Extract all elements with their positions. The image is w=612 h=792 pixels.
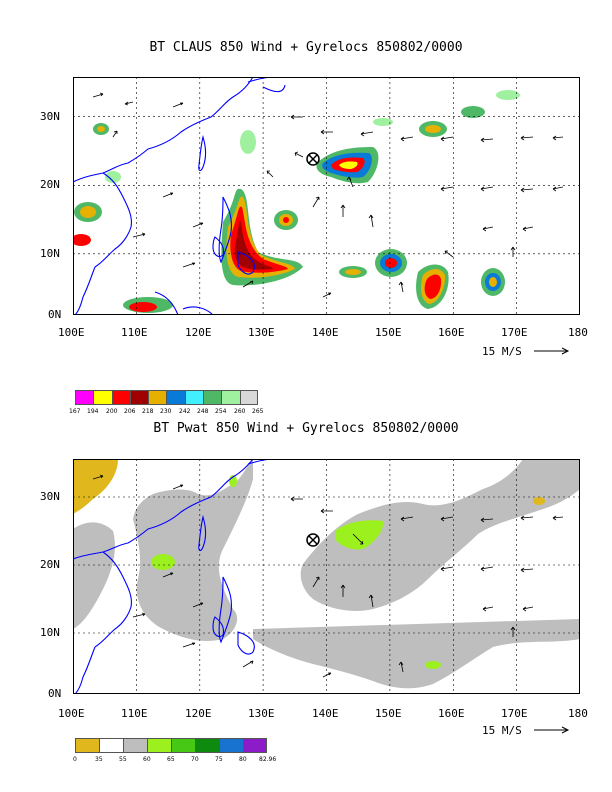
map2-colorbar-swatch: [99, 738, 123, 753]
map1-colorbar-swatch: [129, 390, 149, 405]
map2-plot: [73, 459, 580, 694]
map2-coastlines: [73, 459, 274, 694]
colorbar-label: 260: [234, 408, 246, 415]
colorbar-label: 60: [143, 756, 151, 763]
map1-lon-130e: 130E: [248, 326, 275, 339]
map2-colorbar-swatch: [147, 738, 171, 753]
colorbar-label: 80: [239, 756, 247, 763]
map2-colorbar-swatch: [195, 738, 219, 753]
colorbar-label: 75: [215, 756, 223, 763]
map1-lat-0n: 0N: [48, 308, 62, 321]
map2-colorbar-swatch: [171, 738, 195, 753]
map1-lon-150e: 150E: [375, 326, 402, 339]
map1-colorbar-swatch: [111, 390, 130, 405]
map2-colorbar: [75, 738, 267, 753]
map1-colorbar-swatch: [184, 390, 204, 405]
map1-lat-20n: 20N: [40, 178, 60, 191]
map2-lon-110e: 110E: [121, 707, 148, 720]
map2-gyre-marker: [306, 533, 320, 547]
map2-lat-10n: 10N: [40, 626, 60, 639]
map2-colorbar-swatch: [219, 738, 243, 753]
map2-lon-160e: 160E: [438, 707, 465, 720]
map2-moisture-shading: [73, 459, 580, 689]
colorbar-label: 206: [124, 408, 136, 415]
colorbar-label: 265: [252, 408, 264, 415]
colorbar-label: 248: [197, 408, 209, 415]
map1-lon-110e: 110E: [121, 326, 148, 339]
map1-vector-label: 15 M/S: [482, 345, 522, 358]
map1-coastlines: [73, 77, 286, 315]
map2-lon-100e: 100E: [58, 707, 85, 720]
map2-wind-vectors: [92, 474, 564, 678]
map2-lat-30n: 30N: [40, 490, 60, 503]
map2-colorbar-swatch: [75, 738, 99, 753]
map1-lon-140e: 140E: [312, 326, 339, 339]
map2-lon-140e: 140E: [312, 707, 339, 720]
map1-colorbar-swatch: [93, 390, 112, 405]
colorbar-label: 194: [87, 408, 99, 415]
map1-wind-vectors: [92, 92, 564, 298]
map1-lon-100e: 100E: [58, 326, 85, 339]
colorbar-label: 35: [95, 756, 103, 763]
map2-lon-170e: 170E: [501, 707, 528, 720]
map1-colorbar-swatch: [148, 390, 167, 405]
map1-plot: [73, 77, 580, 315]
colorbar-label: 0: [73, 756, 77, 763]
colorbar-label: 82.96: [259, 756, 277, 763]
map2-colorbar-swatch: [243, 738, 267, 753]
map2-gridlines: [73, 459, 580, 694]
map1-colorbar-swatch: [203, 390, 222, 405]
colorbar-label: 200: [106, 408, 118, 415]
map1-lon-170e: 170E: [501, 326, 528, 339]
map2-lon-130e: 130E: [248, 707, 275, 720]
map2-lat-20n: 20N: [40, 558, 60, 571]
map1-cloud-shading: [73, 90, 520, 313]
map1-colorbar-swatch: [75, 390, 94, 405]
colorbar-label: 167: [69, 408, 81, 415]
colorbar-label: 230: [160, 408, 172, 415]
map1-lon-180: 180: [568, 326, 588, 339]
colorbar-label: 218: [142, 408, 154, 415]
map1-colorbar-swatch: [166, 390, 185, 405]
map1-lon-120e: 120E: [185, 326, 212, 339]
map2-vector-label: 15 M/S: [482, 724, 522, 737]
map1-lon-160e: 160E: [438, 326, 465, 339]
map2-lon-180: 180: [568, 707, 588, 720]
map1-lat-30n: 30N: [40, 110, 60, 123]
map1-vector-arrow-icon: [534, 347, 570, 355]
map2-title: BT Pwat 850 Wind + Gyrelocs 850802/0000: [153, 421, 459, 436]
colorbar-label: 55: [119, 756, 127, 763]
map2-lat-0n: 0N: [48, 687, 62, 700]
map1-title: BT CLAUS 850 Wind + Gyrelocs 850802/0000: [149, 40, 463, 55]
colorbar-label: 254: [215, 408, 227, 415]
map1-colorbar-swatch: [221, 390, 240, 405]
map1-lat-10n: 10N: [40, 247, 60, 260]
map2-lon-150e: 150E: [375, 707, 402, 720]
map2-svg: [73, 459, 580, 694]
map2-vector-arrow-icon: [534, 726, 570, 734]
colorbar-label: 242: [179, 408, 191, 415]
colorbar-label: 65: [167, 756, 175, 763]
colorbar-label: 70: [191, 756, 199, 763]
map1-colorbar: [75, 390, 258, 405]
map1-gyre-marker: [306, 152, 320, 166]
map2-lon-120e: 120E: [185, 707, 212, 720]
map2-colorbar-swatch: [123, 738, 147, 753]
map1-svg: [73, 77, 580, 315]
map1-colorbar-swatch: [239, 390, 258, 405]
